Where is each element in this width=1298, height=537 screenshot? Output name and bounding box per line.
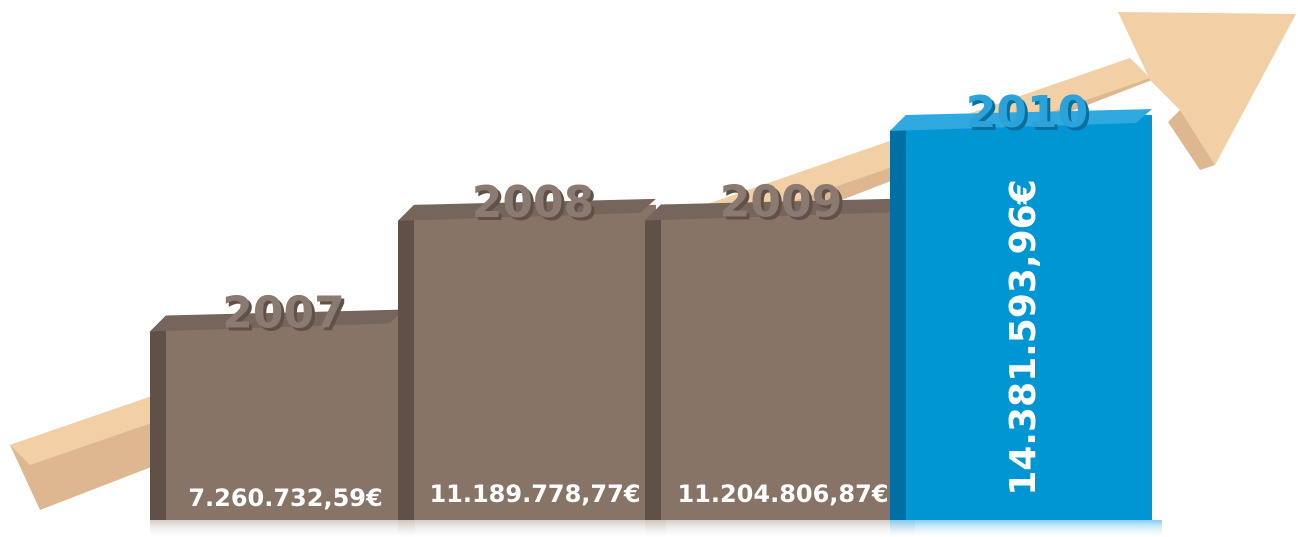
year-label: 2008 (472, 177, 594, 228)
value-label: 11.189.778,77€ (429, 480, 640, 508)
trend-arrow-head (1118, 12, 1296, 165)
year-label-shadow: 2009 (723, 179, 845, 230)
bar-top (398, 198, 656, 221)
bar-reflection (150, 520, 415, 537)
value-label: 14.381.593,96€ (1003, 179, 1044, 496)
bar-reflection (645, 520, 915, 537)
bar-top (890, 109, 1152, 131)
bar-reflection (398, 520, 666, 537)
bar-front (906, 115, 1152, 520)
bar-top (645, 198, 905, 221)
bar-side (150, 315, 166, 520)
year-label: 2010 (966, 87, 1088, 138)
value-label: 11.204.806,87€ (677, 480, 888, 508)
bar-front (166, 315, 405, 520)
bar-front (661, 204, 905, 520)
year-label-shadow: 2010 (969, 90, 1091, 141)
year-label: 2009 (720, 176, 842, 227)
bar-reflection (890, 520, 1162, 537)
bar-front (414, 204, 656, 520)
year-label-shadow: 2008 (475, 180, 597, 231)
bar-side (890, 115, 906, 520)
year-label-shadow: 2007 (225, 291, 347, 342)
bars-group: 200720077.260.732,59€2008200811.189.778,… (150, 87, 1162, 537)
bar-side (645, 204, 661, 520)
value-label: 7.260.732,59€ (188, 484, 382, 512)
bar-top (150, 309, 405, 332)
bar-side (398, 204, 414, 520)
year-label: 2007 (222, 288, 344, 339)
trend-arrow-head-side (1168, 110, 1215, 170)
